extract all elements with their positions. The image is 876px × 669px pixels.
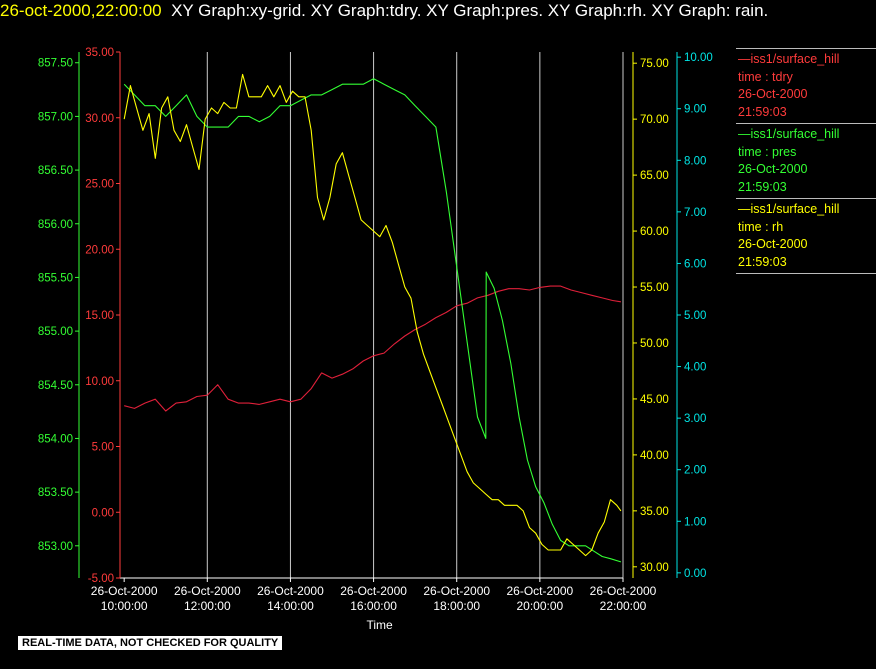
legend-text: time : pres (738, 144, 797, 159)
rain-tick-label: 3.00 (684, 413, 706, 425)
x-tick-date: 26-Oct-2000 (507, 584, 574, 598)
rh-tick-label: 70.00 (640, 114, 669, 126)
rain-tick-label: 8.00 (684, 155, 706, 167)
rh-tick-label: 30.00 (640, 562, 669, 574)
pres-tick-label: 853.00 (38, 541, 73, 553)
rh-tick-label: 40.00 (640, 450, 669, 462)
legend-text: —iss1/surface_hill (738, 202, 840, 216)
tdry-tick-label: 30.00 (85, 113, 114, 125)
pres-tick-label: 857.00 (38, 111, 73, 123)
pres-tick-label: 855.50 (38, 272, 73, 284)
x-tick-date: 26-Oct-2000 (91, 584, 158, 598)
rain-tick-label: 1.00 (684, 516, 706, 528)
legend-text: 26-Oct-2000 (738, 237, 808, 251)
legend-divider (736, 273, 876, 274)
tdry-tick-label: 10.00 (85, 376, 114, 388)
tdry-tick-label: 25.00 (85, 179, 114, 191)
legend-text: 21:59:03 (738, 104, 787, 119)
legend-text: 26-Oct-2000 (738, 162, 808, 176)
rh-tick-label: 75.00 (640, 58, 669, 70)
title-datetime: 26-oct-2000,22:00:00 (0, 1, 162, 20)
rain-tick-label: 2.00 (684, 465, 706, 477)
legend-text: —iss1/surface_hill (738, 127, 840, 141)
pres-tick-label: 854.00 (38, 433, 73, 445)
x-tick-date: 26-Oct-2000 (257, 584, 324, 598)
pres-tick-label: 856.00 (38, 219, 73, 231)
title-description: XY Graph:xy-grid. XY Graph:tdry. XY Grap… (171, 1, 769, 20)
legend-text: time : tdry (738, 69, 793, 84)
legend-text: —iss1/surface_hill (738, 52, 840, 66)
x-tick-date: 26-Oct-2000 (423, 584, 490, 598)
rain-tick-label: 7.00 (684, 207, 706, 219)
rh-tick-label: 45.00 (640, 394, 669, 406)
quality-warning: REAL-TIME DATA, NOT CHECKED FOR QUALITY (18, 636, 283, 650)
rain-tick-label: 10.00 (684, 52, 713, 64)
pres-tick-label: 857.50 (38, 58, 73, 70)
rh-tick-label: 65.00 (640, 170, 669, 182)
tdry-tick-label: 5.00 (92, 442, 114, 454)
series-line-tdry (124, 285, 621, 412)
x-tick-time: 16:00:00 (350, 599, 397, 613)
x-tick-time: 22:00:00 (600, 599, 647, 613)
x-tick-date: 26-Oct-2000 (590, 584, 657, 598)
legend-text: 21:59:03 (738, 179, 787, 194)
x-tick-date: 26-Oct-2000 (174, 584, 241, 598)
x-tick-time: 12:00:00 (184, 599, 231, 613)
legend-text: time : rh (738, 219, 784, 234)
chart-title: 26-oct-2000,22:00:00 XY Graph:xy-grid. X… (0, 0, 876, 52)
rh-tick-label: 50.00 (640, 338, 669, 350)
x-tick-time: 14:00:00 (267, 599, 314, 613)
pres-tick-label: 854.50 (38, 380, 73, 392)
tdry-tick-label: 20.00 (85, 244, 114, 256)
pres-tick-label: 853.50 (38, 487, 73, 499)
x-tick-time: 18:00:00 (433, 599, 480, 613)
tdry-tick-label: 0.00 (92, 507, 114, 519)
x-tick-time: 10:00:00 (101, 599, 148, 613)
rain-tick-label: 4.00 (684, 362, 706, 374)
pres-tick-label: 856.50 (38, 165, 73, 177)
rh-tick-label: 35.00 (640, 506, 669, 518)
rh-tick-label: 60.00 (640, 226, 669, 238)
rain-tick-label: 6.00 (684, 258, 706, 270)
tdry-tick-label: 15.00 (85, 310, 114, 322)
rain-tick-label: 0.00 (684, 568, 706, 580)
x-axis-label: Time (366, 618, 393, 632)
x-tick-date: 26-Oct-2000 (340, 584, 407, 598)
tdry-tick-label: 35.00 (85, 47, 114, 59)
x-tick-time: 20:00:00 (517, 599, 564, 613)
series-line-rh (123, 73, 622, 557)
legend-text: 26-Oct-2000 (738, 87, 808, 101)
legend-text: 21:59:03 (738, 254, 787, 269)
rain-tick-label: 5.00 (684, 310, 706, 322)
legend: —iss1/surface_hill time : tdry 26-Oct-2000… (736, 48, 876, 274)
series-line-pres (123, 78, 622, 563)
tdry-tick-label: -5.00 (88, 573, 114, 585)
pres-tick-label: 855.00 (38, 326, 73, 338)
rh-tick-label: 55.00 (640, 282, 669, 294)
rain-tick-label: 9.00 (684, 104, 706, 116)
